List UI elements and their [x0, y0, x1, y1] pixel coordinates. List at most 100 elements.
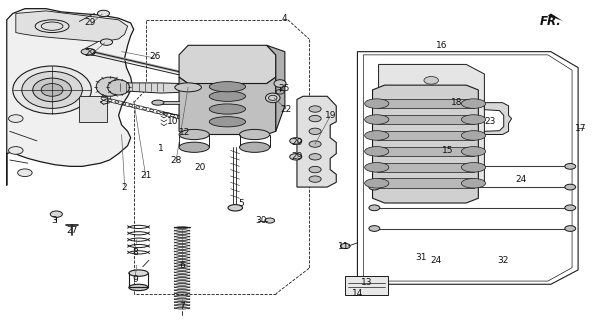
- Polygon shape: [179, 45, 276, 84]
- Text: 24: 24: [430, 256, 442, 265]
- Ellipse shape: [309, 154, 321, 160]
- Text: 22: 22: [281, 105, 291, 114]
- Polygon shape: [373, 85, 478, 203]
- Bar: [377, 115, 473, 124]
- Ellipse shape: [209, 82, 245, 92]
- Ellipse shape: [191, 75, 203, 80]
- Ellipse shape: [424, 140, 438, 148]
- Text: 20: 20: [195, 164, 206, 172]
- Ellipse shape: [81, 49, 96, 55]
- Text: 28: 28: [170, 156, 182, 164]
- Text: 1: 1: [158, 144, 164, 153]
- Ellipse shape: [365, 147, 389, 156]
- Ellipse shape: [290, 138, 302, 144]
- Polygon shape: [16, 11, 128, 42]
- Ellipse shape: [309, 176, 321, 182]
- Text: 23: 23: [485, 117, 496, 126]
- Polygon shape: [119, 83, 200, 93]
- Text: 15: 15: [442, 146, 454, 155]
- Text: 29: 29: [291, 152, 302, 161]
- Ellipse shape: [309, 128, 321, 134]
- Ellipse shape: [369, 164, 380, 169]
- Text: 13: 13: [361, 278, 372, 287]
- Ellipse shape: [565, 184, 576, 190]
- Ellipse shape: [33, 78, 72, 102]
- Ellipse shape: [565, 164, 576, 169]
- Text: 29: 29: [84, 19, 96, 28]
- Ellipse shape: [179, 142, 209, 152]
- Ellipse shape: [41, 84, 63, 96]
- Bar: [79, 96, 107, 122]
- Ellipse shape: [365, 163, 389, 172]
- Text: 14: 14: [351, 289, 363, 298]
- Ellipse shape: [461, 99, 485, 108]
- Ellipse shape: [424, 92, 438, 100]
- Ellipse shape: [461, 115, 485, 124]
- Ellipse shape: [239, 142, 270, 152]
- Text: 24: 24: [515, 175, 526, 184]
- Ellipse shape: [8, 147, 23, 154]
- Ellipse shape: [565, 226, 576, 231]
- Text: 30: 30: [255, 216, 267, 225]
- Ellipse shape: [18, 169, 32, 177]
- Ellipse shape: [309, 166, 321, 173]
- Text: 8: 8: [132, 248, 138, 257]
- Ellipse shape: [129, 270, 148, 276]
- Text: 31: 31: [415, 253, 427, 262]
- Ellipse shape: [152, 100, 164, 105]
- Ellipse shape: [365, 115, 389, 124]
- Ellipse shape: [365, 99, 389, 108]
- Ellipse shape: [341, 244, 350, 249]
- Ellipse shape: [424, 76, 438, 84]
- Ellipse shape: [108, 80, 130, 95]
- Ellipse shape: [461, 163, 485, 172]
- Bar: [377, 163, 473, 172]
- Text: 7: 7: [179, 302, 185, 311]
- Text: 17: 17: [575, 124, 587, 132]
- Text: 9: 9: [132, 275, 138, 284]
- Ellipse shape: [274, 80, 286, 87]
- Ellipse shape: [98, 10, 110, 17]
- Text: 21: 21: [140, 172, 152, 180]
- Ellipse shape: [50, 211, 62, 217]
- Polygon shape: [484, 103, 511, 134]
- Ellipse shape: [209, 117, 245, 127]
- Ellipse shape: [101, 39, 113, 45]
- Bar: [377, 179, 473, 188]
- Text: 29: 29: [291, 138, 302, 147]
- Ellipse shape: [309, 106, 321, 112]
- Ellipse shape: [461, 147, 485, 156]
- Ellipse shape: [424, 172, 438, 180]
- Ellipse shape: [424, 156, 438, 164]
- Ellipse shape: [179, 129, 209, 140]
- Text: FR.: FR.: [540, 15, 562, 28]
- Ellipse shape: [209, 91, 245, 101]
- Text: 12: 12: [179, 128, 191, 137]
- Text: 16: 16: [436, 41, 448, 50]
- Text: 27: 27: [66, 226, 78, 235]
- Polygon shape: [548, 13, 566, 23]
- Text: 29: 29: [84, 49, 96, 58]
- Text: 25: 25: [278, 84, 289, 93]
- Ellipse shape: [369, 226, 380, 231]
- Text: 11: 11: [338, 242, 350, 251]
- Ellipse shape: [461, 131, 485, 140]
- Bar: [377, 147, 473, 156]
- Text: 32: 32: [497, 256, 508, 265]
- Polygon shape: [267, 45, 285, 131]
- Text: 3: 3: [51, 216, 57, 225]
- Text: 19: 19: [324, 111, 336, 120]
- Text: 6: 6: [179, 261, 185, 270]
- Polygon shape: [179, 77, 276, 134]
- Ellipse shape: [265, 218, 275, 223]
- Text: 26: 26: [149, 52, 161, 61]
- Ellipse shape: [228, 204, 242, 211]
- Text: 18: 18: [451, 98, 463, 107]
- Polygon shape: [379, 64, 484, 192]
- Text: 4: 4: [282, 14, 288, 23]
- Text: 10: 10: [167, 117, 179, 126]
- Ellipse shape: [239, 129, 270, 140]
- Ellipse shape: [365, 131, 389, 140]
- Text: 5: 5: [238, 198, 244, 207]
- Ellipse shape: [461, 179, 485, 188]
